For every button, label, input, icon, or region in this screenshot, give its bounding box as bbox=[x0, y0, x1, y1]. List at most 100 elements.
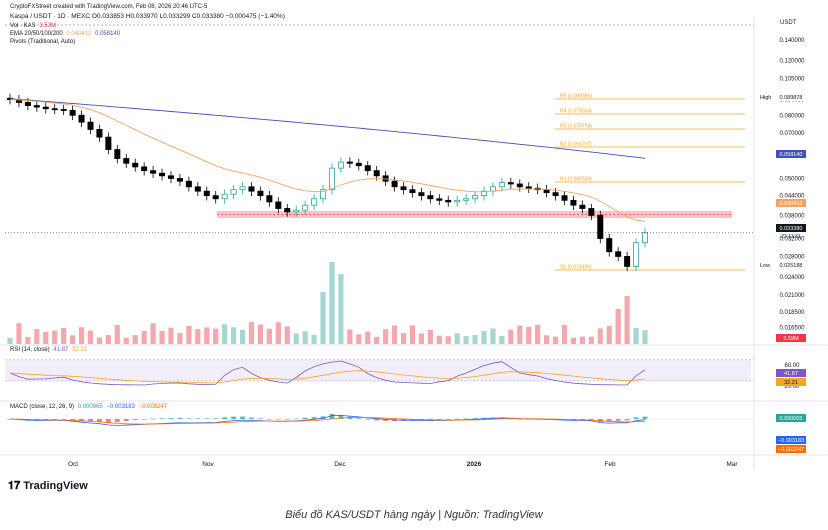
rsi-badge-1-bg bbox=[776, 369, 806, 377]
macd-histogram-bar bbox=[249, 417, 254, 419]
price-chart-svg: 0.1400000.1200000.1050000.0900000.080000… bbox=[0, 16, 828, 470]
candle-body bbox=[597, 214, 604, 239]
time-axis-label: Oct bbox=[68, 461, 78, 468]
macd-histogram-bar bbox=[195, 418, 201, 419]
volume-bar bbox=[597, 328, 603, 344]
volume-bar bbox=[70, 335, 76, 344]
price-tick-label: 0.018500 bbox=[779, 310, 805, 316]
price-tick-label: 0.105000 bbox=[779, 77, 805, 83]
candle-body bbox=[409, 189, 416, 194]
macd-histogram-bar bbox=[97, 419, 102, 422]
volume-bar bbox=[293, 333, 299, 344]
candle-body bbox=[320, 189, 327, 200]
pivot-label: S1 (0.024396) bbox=[560, 265, 592, 271]
candle-body bbox=[364, 165, 371, 172]
ema50-badge: 0.040412 bbox=[780, 201, 803, 207]
macd-histogram-bar bbox=[374, 419, 380, 421]
rsi-badge-2-bg bbox=[776, 378, 806, 386]
volume-bar bbox=[365, 331, 371, 344]
candle-body bbox=[69, 109, 76, 116]
candle-body bbox=[525, 186, 532, 189]
candle-body bbox=[624, 256, 631, 267]
pivot-label: R1 (0.047534) bbox=[560, 177, 592, 183]
macd-histogram-bar bbox=[132, 419, 138, 421]
candle-body bbox=[78, 114, 85, 123]
time-axis-label: Mar bbox=[726, 461, 738, 468]
macd-histogram-bar bbox=[88, 419, 93, 422]
rsi-legend: RSI (14, close) 41.87 32.21 bbox=[10, 347, 89, 353]
volume-bar bbox=[472, 334, 478, 344]
candle-body bbox=[87, 121, 94, 130]
macd-histogram-bar bbox=[168, 418, 174, 419]
volume-bar bbox=[239, 329, 246, 344]
volume-bar bbox=[284, 326, 290, 344]
volume-bar bbox=[400, 333, 407, 344]
candle-body bbox=[588, 208, 595, 216]
volume-bar bbox=[374, 336, 380, 344]
volume-bar bbox=[230, 327, 237, 344]
rsi-value-2: 32.21 bbox=[72, 347, 88, 353]
volume-bar bbox=[338, 274, 344, 344]
macd-line bbox=[9, 414, 646, 426]
candle-body bbox=[150, 170, 157, 174]
volume-bar bbox=[347, 329, 353, 344]
volume-bar bbox=[302, 331, 308, 344]
macd-histogram-bar bbox=[231, 416, 236, 419]
macd-histogram-bar bbox=[213, 418, 219, 419]
macd-histogram-bar bbox=[472, 418, 478, 419]
ema-200-line bbox=[9, 98, 646, 159]
candle-body bbox=[114, 149, 121, 159]
time-axis-label: Nov bbox=[202, 461, 214, 468]
volume-bar bbox=[499, 335, 505, 344]
ema50-badge-bg bbox=[776, 199, 806, 207]
candle-body bbox=[615, 251, 622, 257]
price-tick-label: 0.120000 bbox=[779, 59, 805, 65]
candle-body bbox=[436, 198, 443, 201]
tradingview-brand: 𝟏𝟕 TradingView bbox=[8, 479, 88, 493]
candle-body bbox=[167, 175, 174, 179]
candle-body bbox=[284, 208, 291, 213]
candle-body bbox=[33, 105, 40, 108]
macd-histogram-bar bbox=[114, 419, 120, 423]
volume-bar bbox=[141, 330, 147, 344]
rsi-tick-label: 20.00 bbox=[784, 384, 800, 390]
macd-histogram-bar bbox=[123, 419, 129, 422]
candle-body bbox=[105, 136, 112, 150]
macd-histogram-bar bbox=[79, 419, 84, 422]
volume-bar bbox=[150, 323, 156, 344]
macd-value-2: −0.003183 bbox=[106, 404, 135, 410]
macd-histogram-bar bbox=[356, 418, 362, 419]
ema200-badge: 0.058140 bbox=[780, 152, 803, 158]
volume-bar bbox=[61, 327, 67, 344]
candle-body bbox=[427, 195, 434, 200]
last-price-badge-bg bbox=[776, 224, 806, 232]
volume-bar bbox=[222, 324, 228, 344]
ema-50-line bbox=[9, 99, 646, 222]
macd-histogram-bar bbox=[481, 417, 487, 419]
macd-histogram-bar bbox=[624, 419, 630, 421]
candle-body bbox=[141, 166, 148, 172]
macd-histogram-bar bbox=[186, 418, 192, 419]
price-tick-label: 0.016500 bbox=[779, 326, 805, 332]
macd-histogram-bar bbox=[338, 414, 344, 419]
volume-bar bbox=[481, 330, 487, 344]
countdown-label: 22:13:31 bbox=[781, 234, 801, 240]
volume-legend: Vol · KAS 3.53M bbox=[10, 23, 58, 29]
time-axis-label: Dec bbox=[334, 461, 346, 468]
candle-body bbox=[203, 190, 210, 197]
candle-body bbox=[230, 189, 237, 195]
volume-bar bbox=[383, 329, 389, 344]
volume-bar bbox=[213, 328, 219, 344]
candle-body bbox=[159, 172, 166, 177]
macd-signal-line bbox=[9, 416, 646, 425]
pivot-label: R5 (0.089385) bbox=[560, 94, 592, 100]
candle-body bbox=[355, 162, 362, 167]
candle-body bbox=[445, 199, 452, 203]
macd-histogram-bar bbox=[320, 416, 326, 419]
macd-histogram-bar bbox=[642, 416, 648, 419]
tradingview-logo-icon: 𝟏𝟕 bbox=[8, 479, 21, 492]
macd-histogram-bar bbox=[177, 417, 183, 419]
candle-body bbox=[123, 158, 130, 164]
volume-bar bbox=[87, 330, 94, 344]
macd-histogram-bar bbox=[150, 418, 156, 420]
